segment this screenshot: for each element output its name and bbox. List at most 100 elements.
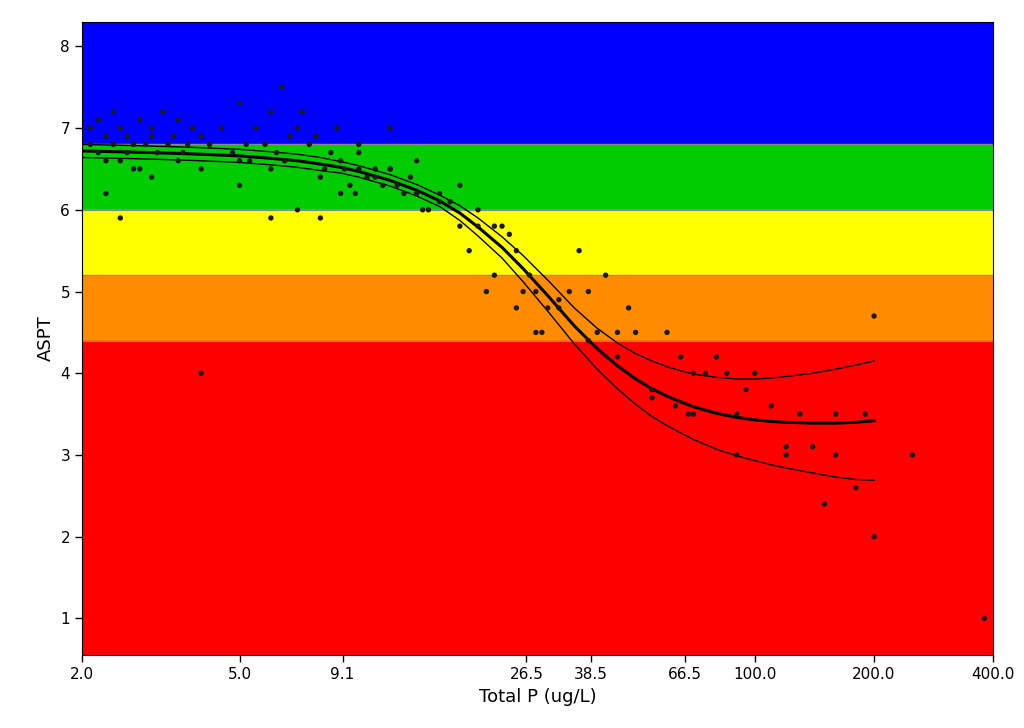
Point <box>508 245 524 256</box>
Point <box>367 171 383 183</box>
Point <box>628 327 644 339</box>
Point <box>805 441 821 453</box>
Point <box>644 384 660 395</box>
Point <box>501 229 517 240</box>
Point <box>165 130 181 142</box>
Point <box>866 310 883 322</box>
Point <box>827 408 844 420</box>
Point <box>792 408 808 420</box>
Point <box>697 368 714 379</box>
Point <box>202 138 218 150</box>
Point <box>816 498 833 510</box>
Point <box>333 188 349 199</box>
Point <box>242 155 258 167</box>
Point <box>589 327 605 339</box>
Point <box>778 441 795 453</box>
Point <box>82 122 98 134</box>
Point <box>866 531 883 542</box>
Point <box>857 408 873 420</box>
Point <box>685 368 701 379</box>
Point <box>486 269 503 281</box>
Point <box>415 204 431 215</box>
Point <box>976 612 992 624</box>
Point <box>609 351 626 363</box>
Point <box>382 163 398 175</box>
Point <box>175 147 191 159</box>
Point <box>540 302 556 314</box>
Point <box>160 138 176 150</box>
Point <box>263 106 280 117</box>
Point <box>268 147 285 159</box>
Point <box>431 188 447 199</box>
Point <box>312 171 329 183</box>
Point <box>470 204 486 215</box>
Point <box>342 180 358 191</box>
Point <box>276 155 293 167</box>
Y-axis label: ASPT: ASPT <box>37 316 55 361</box>
Point <box>441 196 458 207</box>
Point <box>746 368 763 379</box>
Point <box>571 245 588 256</box>
Point <box>143 130 160 142</box>
Point <box>827 449 844 461</box>
Point <box>527 285 544 297</box>
Point <box>581 285 597 297</box>
Point <box>119 130 135 142</box>
Point <box>112 122 128 134</box>
Point <box>470 221 486 232</box>
Point <box>551 302 567 314</box>
Point <box>97 130 114 142</box>
Point <box>375 180 391 191</box>
Point <box>763 400 779 412</box>
Point <box>389 180 406 191</box>
Point <box>486 221 503 232</box>
Point <box>359 171 376 183</box>
Bar <box>82 22 993 144</box>
Point <box>508 302 524 314</box>
Point <box>904 449 921 461</box>
Point <box>155 106 171 117</box>
Point <box>728 449 744 461</box>
Bar <box>82 210 993 275</box>
Point <box>367 163 383 175</box>
Point <box>132 114 148 126</box>
Point <box>382 163 398 175</box>
Point <box>231 180 248 191</box>
Point <box>350 147 367 159</box>
Point <box>294 106 310 117</box>
Point <box>239 138 255 150</box>
Point <box>97 188 114 199</box>
Point <box>112 155 128 167</box>
Point <box>395 188 412 199</box>
Point <box>402 171 419 183</box>
Point <box>709 351 725 363</box>
Point <box>478 285 495 297</box>
Point <box>150 147 166 159</box>
Point <box>778 449 795 461</box>
Point <box>82 138 98 150</box>
Point <box>350 163 367 175</box>
Point <box>263 212 280 223</box>
Point <box>431 196 447 207</box>
Point <box>289 122 305 134</box>
Point <box>170 114 186 126</box>
Bar <box>82 275 993 341</box>
Point <box>728 408 744 420</box>
Point <box>119 147 135 159</box>
Point <box>323 147 339 159</box>
Point <box>312 212 329 223</box>
Point <box>597 269 613 281</box>
Point <box>170 155 186 167</box>
Point <box>658 327 675 339</box>
Point <box>231 155 248 167</box>
Point <box>282 130 298 142</box>
Point <box>179 138 196 150</box>
Point <box>308 130 325 142</box>
Point <box>316 163 333 175</box>
Point <box>143 171 160 183</box>
Point <box>382 122 398 134</box>
Point <box>132 163 148 175</box>
Point <box>461 245 477 256</box>
Bar <box>82 144 993 210</box>
Point <box>350 138 367 150</box>
